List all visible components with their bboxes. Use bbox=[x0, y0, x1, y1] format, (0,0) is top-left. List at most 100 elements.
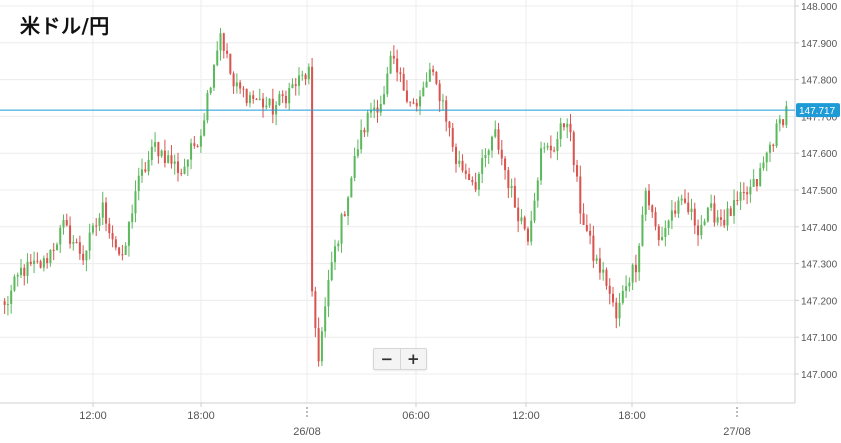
candle-down bbox=[608, 285, 611, 294]
candle-up bbox=[458, 160, 461, 164]
x-tick-label: 12:00 bbox=[512, 410, 540, 422]
candle-down bbox=[713, 203, 716, 223]
y-tick-label: 148.000 bbox=[801, 2, 838, 13]
candle-up bbox=[150, 146, 153, 160]
candle-up bbox=[716, 217, 719, 223]
candle-down bbox=[75, 242, 78, 244]
candle-down bbox=[402, 73, 405, 91]
candle-up bbox=[425, 81, 428, 88]
candle-down bbox=[180, 172, 183, 174]
candle-down bbox=[193, 143, 196, 146]
y-tick-label: 147.200 bbox=[801, 296, 838, 307]
candle-down bbox=[311, 66, 314, 292]
candle-up bbox=[661, 236, 664, 241]
candle-down bbox=[239, 82, 242, 89]
candle-down bbox=[549, 145, 552, 151]
candle-down bbox=[196, 145, 199, 147]
candle-up bbox=[356, 149, 359, 156]
candle-down bbox=[647, 190, 651, 206]
candle-up bbox=[154, 142, 157, 147]
zoom-out-button[interactable]: − bbox=[380, 350, 394, 368]
candle-up bbox=[540, 148, 543, 181]
candle-up bbox=[190, 143, 193, 160]
x-tick-label: 18:00 bbox=[187, 410, 215, 422]
candle-down bbox=[392, 55, 395, 59]
candle-up bbox=[6, 303, 9, 305]
candle-down bbox=[111, 233, 114, 240]
candle-up bbox=[206, 93, 209, 121]
candle-down bbox=[471, 179, 474, 183]
candle-up bbox=[173, 161, 176, 164]
candle-up bbox=[62, 219, 65, 228]
candle-up bbox=[664, 228, 667, 237]
candle-up bbox=[533, 200, 536, 221]
candle-down bbox=[772, 144, 775, 147]
candle-up bbox=[85, 250, 88, 261]
candle-up bbox=[559, 123, 562, 140]
candle-up bbox=[340, 214, 343, 244]
candle-down bbox=[526, 228, 529, 242]
candle-up bbox=[320, 331, 323, 362]
candle-down bbox=[78, 242, 81, 254]
candle-up bbox=[186, 159, 189, 167]
candle-down bbox=[513, 185, 516, 208]
candle-down bbox=[255, 98, 258, 100]
candle-up bbox=[530, 220, 533, 242]
candle-down bbox=[304, 74, 307, 80]
candle-up bbox=[88, 232, 91, 251]
candle-up bbox=[703, 221, 706, 225]
candle-down bbox=[562, 123, 565, 128]
candle-down bbox=[412, 102, 415, 104]
candle-down bbox=[232, 73, 235, 87]
candle-up bbox=[301, 74, 304, 76]
zoom-in-button[interactable]: + bbox=[399, 349, 427, 369]
candle-down bbox=[176, 161, 180, 173]
candle-down bbox=[415, 102, 418, 107]
candle-up bbox=[690, 208, 693, 213]
candle-up bbox=[167, 155, 170, 164]
candle-down bbox=[451, 127, 454, 147]
candle-down bbox=[582, 213, 585, 225]
candle-up bbox=[49, 249, 52, 264]
candle-up bbox=[383, 94, 386, 105]
candle-down bbox=[634, 264, 637, 273]
candle-up bbox=[91, 225, 94, 233]
candle-down bbox=[572, 132, 575, 166]
candle-up bbox=[677, 200, 680, 214]
candle-up bbox=[546, 145, 549, 148]
candle-down bbox=[39, 261, 42, 268]
candle-down bbox=[517, 207, 520, 222]
candle-down bbox=[144, 169, 147, 172]
y-tick-label: 147.400 bbox=[801, 223, 838, 234]
current-price-label: 147.717 bbox=[799, 106, 836, 117]
candle-up bbox=[360, 130, 363, 150]
candle-up bbox=[510, 185, 513, 189]
candle-down bbox=[468, 173, 471, 180]
candle-up bbox=[556, 139, 559, 152]
x-tick-label: 18:00 bbox=[618, 410, 646, 422]
candle-up bbox=[765, 152, 768, 163]
candle-up bbox=[268, 98, 271, 106]
candle-up bbox=[428, 69, 431, 82]
y-tick-label: 147.100 bbox=[801, 333, 838, 344]
candle-up bbox=[543, 147, 546, 149]
candle-down bbox=[36, 260, 39, 262]
candle-up bbox=[481, 158, 484, 174]
candle-up bbox=[785, 106, 788, 126]
candle-up bbox=[749, 186, 752, 195]
candle-down bbox=[719, 217, 722, 220]
candle-down bbox=[69, 225, 72, 244]
candle-down bbox=[729, 208, 732, 216]
candle-up bbox=[373, 107, 376, 111]
candle-down bbox=[3, 301, 6, 305]
candle-up bbox=[127, 222, 130, 246]
candle-up bbox=[160, 150, 163, 157]
candle-up bbox=[369, 110, 372, 113]
candle-up bbox=[379, 104, 382, 113]
candle-up bbox=[759, 168, 762, 187]
candle-up bbox=[739, 192, 742, 201]
candle-down bbox=[284, 95, 287, 104]
candle-up bbox=[366, 112, 369, 133]
candle-down bbox=[569, 123, 572, 133]
